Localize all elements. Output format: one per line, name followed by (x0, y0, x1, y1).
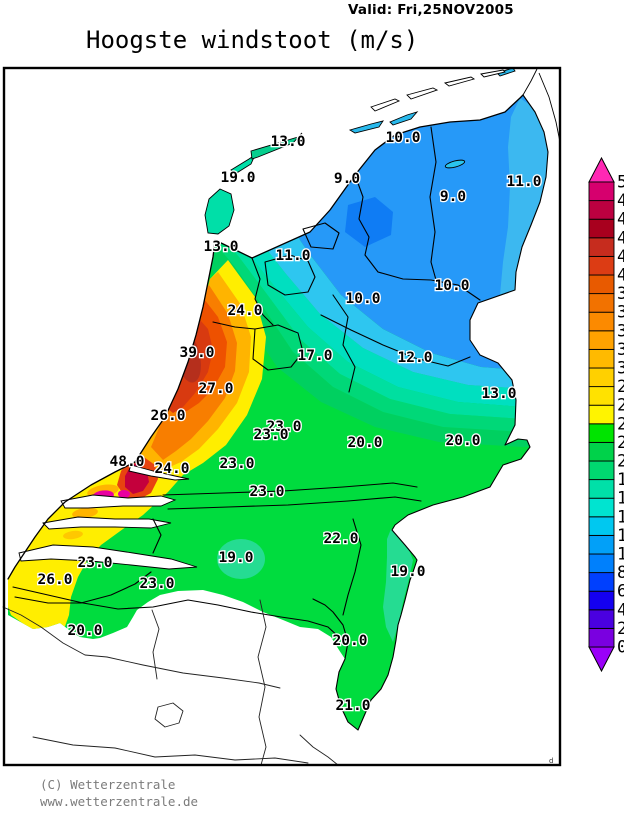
scale-band (589, 182, 614, 201)
scale-tick-label: 44 (617, 228, 624, 248)
scale-band (589, 480, 614, 499)
map-value-label: 23.0 (78, 555, 113, 571)
color-scale: 0246810121416182022242628303234363840424… (585, 150, 624, 680)
scale-band (589, 387, 614, 406)
scale-tick-label: 6 (617, 582, 624, 602)
map-value-label: 20.0 (348, 435, 383, 451)
scale-band (589, 405, 614, 424)
scale-band (589, 591, 614, 610)
scale-tick-label: 24 (617, 414, 624, 434)
scale-band (589, 312, 614, 331)
scale-band (589, 628, 614, 647)
credits: (C) Wetterzentrale www.wetterzentrale.de (40, 776, 198, 810)
scale-band (589, 219, 614, 238)
scale-tick-label: 48 (617, 191, 624, 211)
map-value-label: 24.0 (228, 303, 263, 319)
scale-tick-label: 16 (617, 489, 624, 509)
copyright-line: (C) Wetterzentrale (40, 777, 175, 792)
scale-band (589, 498, 614, 517)
wind-gust-map: d 13.0 19.0 10.0 9.0 11.0 9.0 13.0 11.0 24.0 10.0… (0, 0, 624, 813)
scale-tick-label: 36 (617, 303, 624, 323)
map-value-label: 19.0 (221, 170, 256, 186)
map-value-label: 10.0 (435, 278, 470, 294)
scale-tick-label: 8 (617, 563, 624, 583)
map-value-label: 21.0 (336, 698, 371, 714)
scale-band (589, 294, 614, 313)
map-value-label: 23.0 (250, 484, 285, 500)
scale-band (589, 256, 614, 275)
scale-tick-label: 4 (617, 600, 624, 620)
map-value-label: 17.0 (298, 348, 333, 364)
scale-tick-label: 22 (617, 433, 624, 453)
scale-tick-label: 12 (617, 526, 624, 546)
scale-tick-label: 30 (617, 359, 624, 379)
map-value-label: 9.0 (334, 171, 360, 187)
map-value-label: 20.0 (333, 633, 368, 649)
scale-tick-label: 26 (617, 396, 624, 416)
map-value-label: 11.0 (507, 174, 542, 190)
map-value-label: 20.0 (68, 623, 103, 639)
scale-band (589, 517, 614, 536)
scale-arrow-bottom-icon (589, 647, 614, 671)
map-value-label: 10.0 (386, 130, 421, 146)
scale-band (589, 535, 614, 554)
scale-band (589, 275, 614, 294)
scale-band (589, 238, 614, 257)
scale-ticks: 0246810121416182022242628303234363840424… (617, 173, 624, 658)
scale-band (589, 331, 614, 350)
scale-tick-label: 42 (617, 247, 624, 267)
scale-band (589, 368, 614, 387)
map-value-label: 10.0 (346, 291, 381, 307)
scale-tick-label: 20 (617, 452, 624, 472)
scale-tick-label: 10 (617, 545, 624, 565)
scale-tick-label: 38 (617, 284, 624, 304)
scale-arrow-top-icon (589, 158, 614, 182)
scale-band (589, 349, 614, 368)
map-value-label: 13.0 (204, 239, 239, 255)
scale-tick-label: 14 (617, 507, 624, 527)
map-value-label: 24.0 (155, 461, 190, 477)
map-value-label: 12.0 (398, 350, 433, 366)
scale-bands (589, 182, 614, 647)
map-value-label: 19.0 (391, 564, 426, 580)
map-value-label: 22.0 (324, 531, 359, 547)
map-value-label: 19.0 (219, 550, 254, 566)
map-value-label: 13.0 (271, 134, 306, 150)
scale-tick-label: 50 (617, 173, 624, 193)
map-value-label: 9.0 (440, 189, 466, 205)
map-value-label: 39.0 (180, 345, 215, 361)
scale-tick-label: 2 (617, 619, 624, 639)
scale-band (589, 442, 614, 461)
map-value-label: 27.0 (199, 381, 234, 397)
scale-tick-label: 18 (617, 470, 624, 490)
magenta-patch-2 (118, 490, 130, 498)
map-value-label: 23.0 (254, 427, 289, 443)
map-value-label: 23.0 (140, 576, 175, 592)
scale-band (589, 461, 614, 480)
scale-tick-label: 40 (617, 266, 624, 286)
scale-band (589, 573, 614, 592)
scale-tick-label: 46 (617, 210, 624, 230)
scale-band (589, 554, 614, 573)
scale-band (589, 424, 614, 443)
map-value-label: 26.0 (38, 572, 73, 588)
scale-tick-label: 32 (617, 340, 624, 360)
scale-tick-label: 0 (617, 638, 624, 658)
scale-band (589, 610, 614, 629)
scale-tick-label: 28 (617, 377, 624, 397)
website-line: www.wetterzentrale.de (40, 794, 198, 809)
map-value-label: 13.0 (482, 386, 517, 402)
corner-mark: d (549, 757, 553, 765)
map-value-label: 20.0 (446, 433, 481, 449)
scale-tick-label: 34 (617, 321, 624, 341)
map-value-label: 48.0 (110, 454, 145, 470)
map-value-label: 11.0 (276, 248, 311, 264)
scale-band (589, 201, 614, 220)
map-value-label: 23.0 (220, 456, 255, 472)
map-value-label: 26.0 (151, 408, 186, 424)
